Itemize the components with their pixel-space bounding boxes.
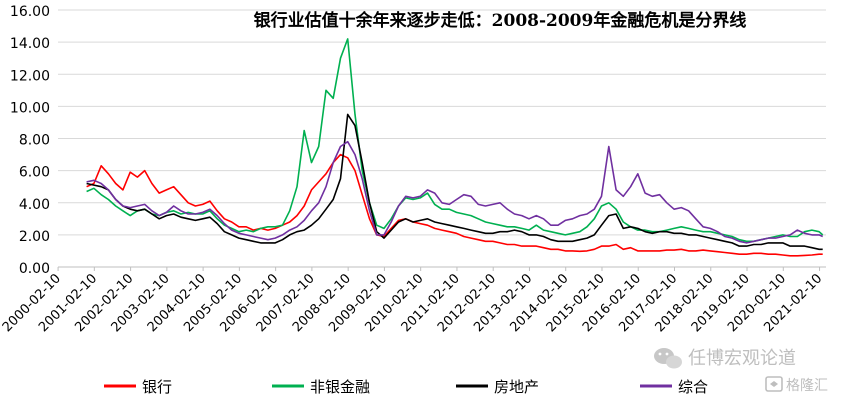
wechat-icon [654,348,682,369]
grid-layer [58,9,826,268]
y-tick-label: 8.00 [19,133,50,149]
y-tick-label: 12.00 [10,68,50,84]
series-layer [86,38,824,257]
legend-item: 银行 [104,378,172,396]
legend: 银行 非银金融 房地产 综合 [104,378,708,396]
legend-label: 综合 [678,378,708,396]
series-line-3 [86,113,823,251]
legend-label: 银行 [142,378,172,396]
legend-item: 非银金融 [272,378,370,396]
y-tick-label: 14.00 [10,36,50,52]
y-tick-label: 6.00 [19,165,50,181]
series-line-1 [86,153,823,257]
y-tick-label: 10.00 [10,100,50,116]
wechat-watermark: 任博宏观论道 [654,348,796,369]
brand-logo-icon [765,376,783,392]
y-tick-label: 2.00 [19,229,50,245]
y-tick-label: 0.00 [19,261,50,277]
legend-item: 综合 [640,378,708,396]
brand-watermark: 格隆汇 [765,376,828,394]
legend-label: 非银金融 [310,378,370,396]
y-tick-label: 4.00 [19,197,50,213]
y-tick-label: 16.00 [10,4,50,20]
legend-item: 房地产 [456,378,539,396]
legend-label: 房地产 [494,378,539,396]
wechat-account-name: 任博宏观论道 [688,348,796,369]
series-line-2 [86,38,824,243]
chart-title: 银行业估值十余年来逐步走低：2008-2009年金融危机是分界线 [254,10,747,31]
series-line-4 [86,140,824,244]
brand-name: 格隆汇 [786,378,828,394]
